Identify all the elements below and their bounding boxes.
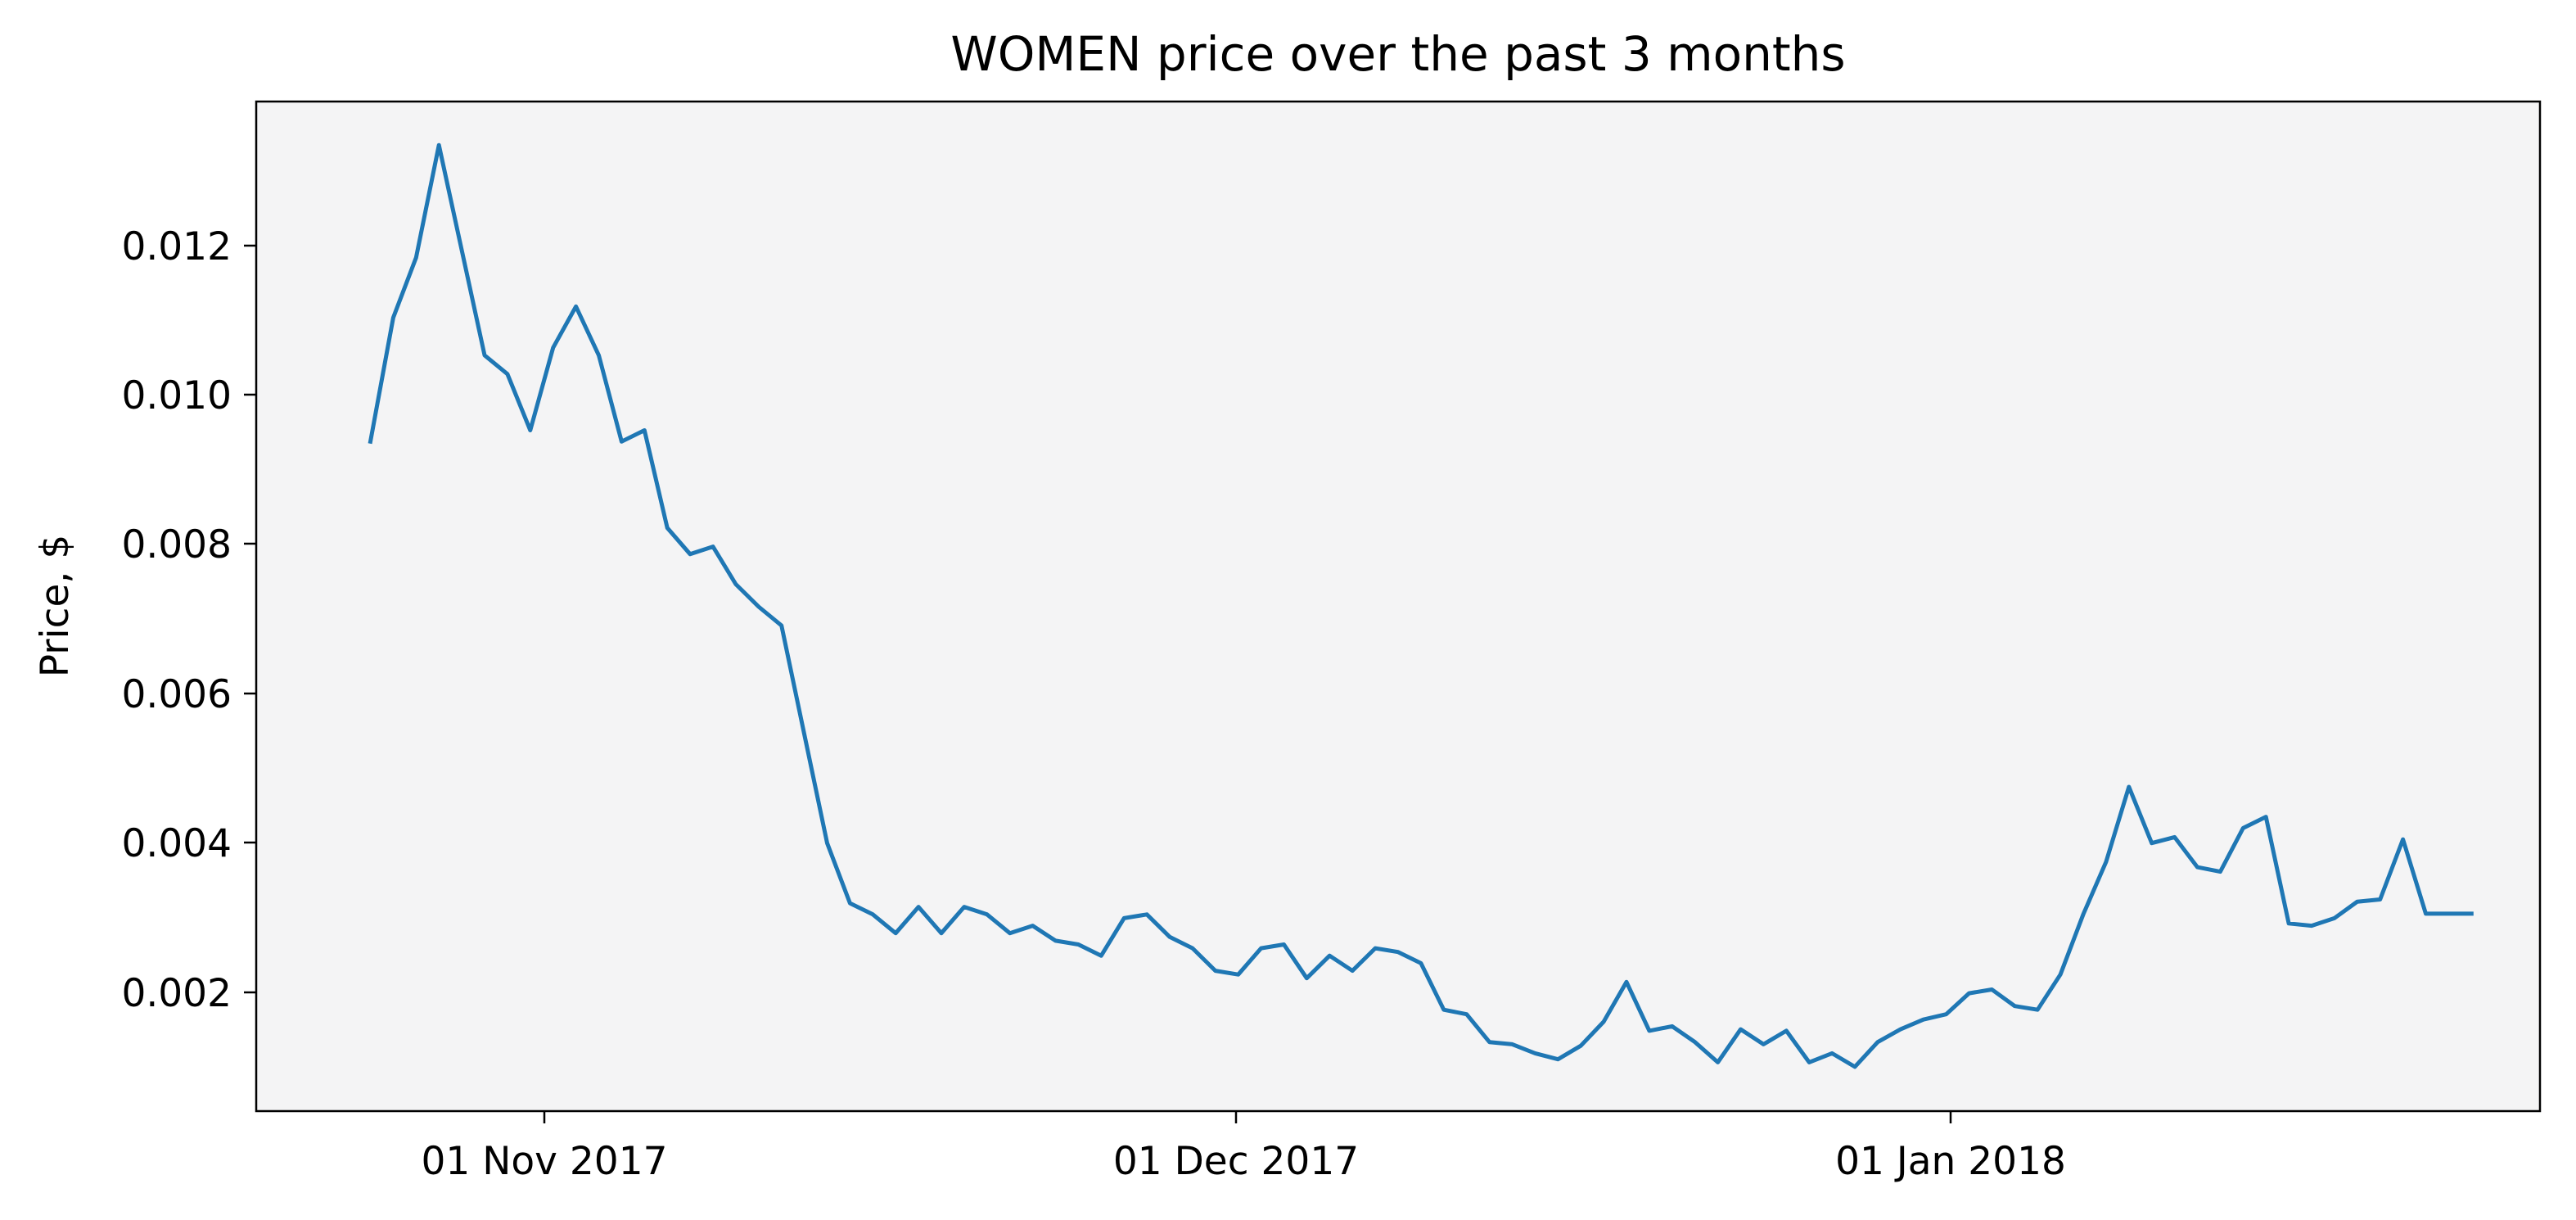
y-axis: 0.002 0.004 0.006 0.008 0.010 0.012 Pric… — [33, 224, 256, 1016]
y-tick-label-0-006: 0.006 — [121, 672, 232, 717]
y-tick-label-0-002: 0.002 — [121, 971, 232, 1016]
x-tick-label-jan-2018: 01 Jan 2018 — [1835, 1139, 2066, 1184]
chart-title: WOMEN price over the past 3 months — [950, 26, 1845, 82]
y-tick-label-0-004: 0.004 — [121, 821, 232, 866]
plot-area — [256, 102, 2540, 1111]
x-tick-label-nov-2017: 01 Nov 2017 — [421, 1139, 667, 1184]
y-tick-label-0-012: 0.012 — [121, 224, 232, 269]
x-axis: 01 Nov 2017 01 Dec 2017 01 Jan 2018 — [421, 1111, 2066, 1184]
y-tick-label-0-010: 0.010 — [121, 373, 232, 418]
price-series-line — [368, 142, 2474, 1069]
y-tick-label-0-008: 0.008 — [121, 522, 232, 567]
y-axis-label: Price, $ — [33, 535, 78, 677]
plot-frame — [255, 100, 2542, 1113]
x-tick-label-dec-2017: 01 Dec 2017 — [1113, 1139, 1359, 1184]
